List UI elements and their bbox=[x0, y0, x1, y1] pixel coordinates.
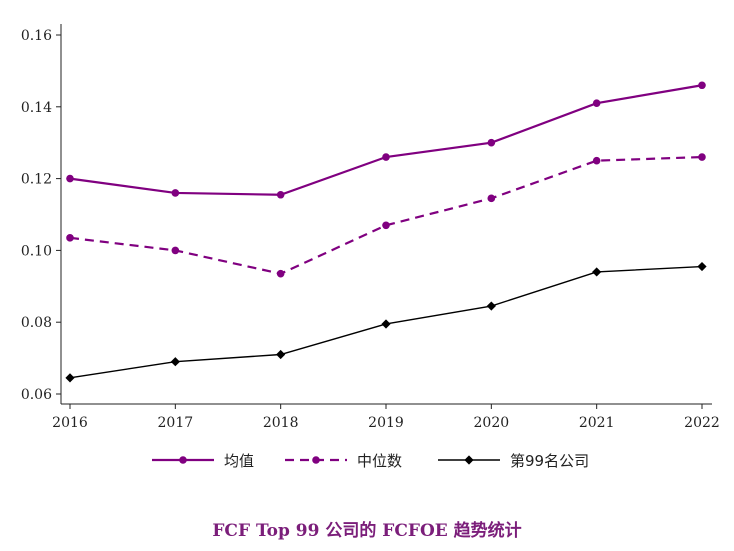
series-layer bbox=[65, 81, 707, 383]
x-tick-label: 2019 bbox=[368, 415, 404, 431]
series-2 bbox=[65, 261, 707, 383]
chart-title: FCF Top 99 公司的 FCFOE 趋势统计 bbox=[212, 521, 522, 541]
x-tick-label: 2022 bbox=[684, 415, 720, 431]
legend-label: 均值 bbox=[224, 452, 254, 470]
y-tick-label: 0.14 bbox=[21, 100, 52, 116]
data-point bbox=[382, 153, 390, 161]
data-point bbox=[592, 156, 601, 165]
data-point bbox=[276, 349, 286, 360]
data-point bbox=[487, 138, 496, 147]
data-point bbox=[276, 269, 285, 278]
data-point bbox=[382, 221, 390, 230]
data-point bbox=[66, 234, 74, 242]
data-point bbox=[66, 174, 74, 183]
data-point bbox=[487, 194, 496, 203]
data-point bbox=[171, 189, 180, 197]
x-tick-label: 2017 bbox=[158, 415, 194, 431]
data-point bbox=[171, 246, 180, 255]
y-tick-label: 0.16 bbox=[21, 28, 52, 44]
data-point bbox=[592, 267, 602, 277]
x-tick-label: 2018 bbox=[263, 415, 299, 431]
data-point bbox=[486, 301, 496, 311]
legend-item: 均值 bbox=[152, 452, 254, 470]
y-tick-label: 0.12 bbox=[21, 172, 52, 188]
y-tick-label: 0.06 bbox=[21, 387, 52, 403]
series-line bbox=[69, 84, 703, 196]
y-tick-label: 0.10 bbox=[21, 243, 52, 259]
x-tick-label: 2016 bbox=[52, 415, 88, 431]
data-point bbox=[698, 81, 706, 90]
x-tick-label: 2020 bbox=[474, 415, 510, 431]
data-point bbox=[698, 153, 706, 161]
axes: 0.06 0.08 0.10 0.12 0.14 0.16 2016 2017 2018 2019… bbox=[21, 24, 720, 431]
legend-label: 中位数 bbox=[357, 452, 402, 470]
legend-marker bbox=[312, 456, 320, 464]
series-0 bbox=[66, 81, 706, 199]
legend: 均值 中位数 第99名公司 bbox=[152, 452, 589, 470]
legend-item: 第99名公司 bbox=[438, 452, 589, 470]
data-point bbox=[697, 261, 707, 272]
x-tick-label: 2021 bbox=[579, 415, 615, 431]
data-point bbox=[381, 319, 391, 329]
legend-label: 第99名公司 bbox=[510, 452, 589, 470]
series-1 bbox=[66, 153, 706, 278]
data-point bbox=[65, 373, 75, 383]
legend-marker bbox=[464, 455, 474, 465]
series-line bbox=[69, 155, 703, 275]
y-tick-label: 0.08 bbox=[21, 315, 52, 331]
data-point bbox=[276, 190, 285, 199]
legend-marker bbox=[179, 456, 187, 464]
data-point bbox=[592, 99, 601, 108]
legend-item: 中位数 bbox=[285, 452, 402, 470]
data-point bbox=[170, 357, 180, 367]
